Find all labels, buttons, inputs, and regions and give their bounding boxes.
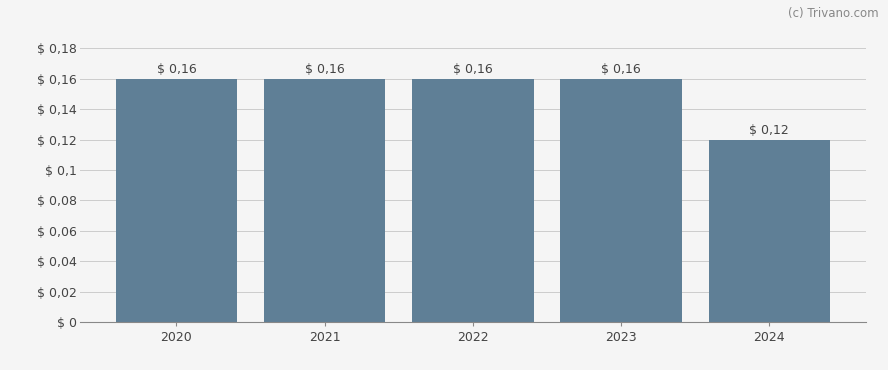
Bar	[560, 79, 682, 322]
Text: $ 0,16: $ 0,16	[601, 63, 641, 76]
Bar	[264, 79, 385, 322]
Bar	[709, 139, 830, 322]
Bar	[115, 79, 237, 322]
Text: $ 0,16: $ 0,16	[305, 63, 345, 76]
Text: $ 0,16: $ 0,16	[453, 63, 493, 76]
Text: (c) Trivano.com: (c) Trivano.com	[789, 7, 879, 20]
Bar	[412, 79, 534, 322]
Text: $ 0,16: $ 0,16	[156, 63, 196, 76]
Text: $ 0,12: $ 0,12	[749, 124, 789, 137]
